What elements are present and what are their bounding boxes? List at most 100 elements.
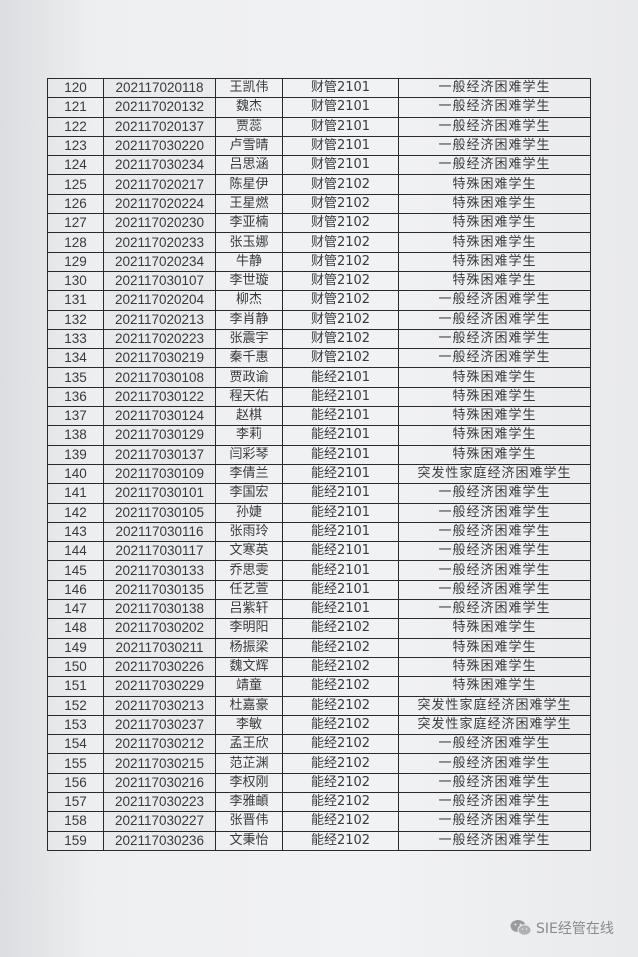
table-row: 124 202117030234 吕思涵 财管2101 一般经济困难学生 bbox=[47, 155, 591, 176]
row-number: 143 bbox=[47, 521, 104, 543]
student-name: 秦千惠 bbox=[215, 348, 283, 369]
student-id: 202117020233 bbox=[103, 232, 216, 253]
table-row: 120 202117020118 王凯伟 财管2101 一般经济困难学生 bbox=[47, 77, 591, 99]
difficulty-type: 一般经济困难学生 bbox=[398, 97, 591, 118]
student-name: 孙婕 bbox=[215, 502, 283, 523]
table-row: 122 202117020137 贾蕊 财管2101 一般经济困难学生 bbox=[47, 116, 591, 137]
table-row: 133 202117020223 张震宇 财管2102 一般经济困难学生 bbox=[47, 328, 591, 350]
table-row: 136 202117030122 程天佑 能经2101 特殊困难学生 bbox=[47, 386, 591, 408]
student-id: 202117020223 bbox=[103, 328, 216, 350]
row-number: 125 bbox=[47, 174, 104, 195]
class-name: 财管2101 bbox=[282, 77, 399, 99]
difficulty-type: 一般经济困难学生 bbox=[398, 483, 591, 504]
row-number: 131 bbox=[47, 290, 104, 311]
class-name: 财管2101 bbox=[282, 135, 399, 157]
table-row: 145 202117030133 乔思雯 能经2101 一般经济困难学生 bbox=[47, 560, 591, 581]
student-name: 任艺萱 bbox=[215, 579, 283, 601]
difficulty-type: 一般经济困难学生 bbox=[398, 290, 591, 311]
table-row: 135 202117030108 贾政谕 能经2101 特殊困难学生 bbox=[47, 367, 591, 388]
difficulty-type: 特殊困难学生 bbox=[398, 251, 591, 272]
row-number: 130 bbox=[47, 270, 104, 292]
class-name: 财管2102 bbox=[282, 232, 399, 253]
difficulty-type: 一般经济困难学生 bbox=[398, 155, 591, 176]
class-name: 能经2101 bbox=[282, 560, 399, 581]
table-row: 148 202117030202 李明阳 能经2102 特殊困难学生 bbox=[47, 618, 591, 639]
table-row: 134 202117030219 秦千惠 财管2102 一般经济困难学生 bbox=[47, 348, 591, 369]
table-row: 150 202117030226 魏文辉 能经2102 特殊困难学生 bbox=[47, 656, 591, 678]
class-name: 能经2101 bbox=[282, 541, 399, 562]
student-id: 202117030213 bbox=[103, 695, 216, 716]
student-name: 李亚楠 bbox=[215, 213, 283, 234]
class-name: 财管2102 bbox=[282, 270, 399, 292]
row-number: 153 bbox=[47, 714, 104, 736]
class-name: 财管2102 bbox=[282, 251, 399, 272]
difficulty-type: 一般经济困难学生 bbox=[398, 734, 591, 755]
difficulty-type: 一般经济困难学生 bbox=[398, 135, 591, 157]
student-id: 202117030220 bbox=[103, 135, 216, 157]
student-name: 闫彩琴 bbox=[215, 444, 283, 465]
table-row: 127 202117020230 李亚楠 财管2102 特殊困难学生 bbox=[47, 213, 591, 234]
row-number: 146 bbox=[47, 579, 104, 601]
table-row: 143 202117030116 张雨玲 能经2101 一般经济困难学生 bbox=[47, 521, 591, 543]
difficulty-type: 特殊困难学生 bbox=[398, 425, 591, 446]
table-row: 141 202117030101 李国宏 能经2101 一般经济困难学生 bbox=[47, 483, 591, 504]
table-row: 128 202117020233 张玉娜 财管2102 特殊困难学生 bbox=[47, 232, 591, 253]
student-id: 202117030202 bbox=[103, 618, 216, 639]
class-name: 能经2101 bbox=[282, 425, 399, 446]
student-name: 李肖静 bbox=[215, 309, 283, 330]
class-name: 能经2101 bbox=[282, 463, 399, 485]
class-name: 能经2102 bbox=[282, 676, 399, 697]
student-name: 范芷渊 bbox=[215, 753, 283, 774]
class-name: 能经2102 bbox=[282, 791, 399, 813]
student-id: 202117030229 bbox=[103, 676, 216, 697]
student-id: 202117030138 bbox=[103, 599, 216, 620]
difficulty-type: 特殊困难学生 bbox=[398, 386, 591, 408]
class-name: 财管2102 bbox=[282, 348, 399, 369]
table-row: 131 202117020204 柳杰 财管2102 一般经济困难学生 bbox=[47, 290, 591, 311]
difficulty-type: 一般经济困难学生 bbox=[398, 791, 591, 813]
student-id: 202117030108 bbox=[103, 367, 216, 388]
student-id: 202117030124 bbox=[103, 406, 216, 427]
row-number: 134 bbox=[47, 348, 104, 369]
difficulty-type: 特殊困难学生 bbox=[398, 367, 591, 388]
table-row: 147 202117030138 吕紫轩 能经2101 一般经济困难学生 bbox=[47, 599, 591, 620]
row-number: 136 bbox=[47, 386, 104, 408]
student-name: 杜嘉豪 bbox=[215, 695, 283, 716]
student-name: 陈星伊 bbox=[215, 174, 283, 195]
class-name: 能经2102 bbox=[282, 714, 399, 736]
class-name: 能经2102 bbox=[282, 734, 399, 755]
student-name: 文寒英 bbox=[215, 541, 283, 562]
class-name: 财管2101 bbox=[282, 116, 399, 137]
student-id: 202117020204 bbox=[103, 290, 216, 311]
difficulty-type: 特殊困难学生 bbox=[398, 637, 591, 658]
row-number: 141 bbox=[47, 483, 104, 504]
row-number: 122 bbox=[47, 116, 104, 137]
student-id: 202117020118 bbox=[103, 77, 216, 99]
class-name: 财管2101 bbox=[282, 155, 399, 176]
difficulty-type: 一般经济困难学生 bbox=[398, 328, 591, 350]
difficulty-type: 突发性家庭经济困难学生 bbox=[398, 463, 591, 485]
table-row: 155 202117030215 范芷渊 能经2102 一般经济困难学生 bbox=[47, 753, 591, 774]
class-name: 能经2102 bbox=[282, 656, 399, 678]
student-name: 王星燃 bbox=[215, 193, 283, 215]
student-name: 程天佑 bbox=[215, 386, 283, 408]
student-id: 202117030219 bbox=[103, 348, 216, 369]
student-id: 202117030137 bbox=[103, 444, 216, 465]
student-name: 孟王欣 bbox=[215, 734, 283, 755]
student-name: 乔思雯 bbox=[215, 560, 283, 581]
student-id: 202117020234 bbox=[103, 251, 216, 272]
student-id: 202117030101 bbox=[103, 483, 216, 504]
row-number: 145 bbox=[47, 560, 104, 581]
difficulty-type: 一般经济困难学生 bbox=[398, 116, 591, 137]
student-name: 文秉怡 bbox=[215, 830, 283, 851]
row-number: 147 bbox=[47, 599, 104, 620]
student-id: 202117030223 bbox=[103, 791, 216, 813]
student-id: 202117020132 bbox=[103, 97, 216, 118]
difficulty-type: 一般经济困难学生 bbox=[398, 830, 591, 851]
row-number: 151 bbox=[47, 676, 104, 697]
student-id: 202117020217 bbox=[103, 174, 216, 195]
student-id: 202117030211 bbox=[103, 637, 216, 658]
student-id: 202117030234 bbox=[103, 155, 216, 176]
difficulty-type: 一般经济困难学生 bbox=[398, 309, 591, 330]
student-name: 贾蕊 bbox=[215, 116, 283, 137]
